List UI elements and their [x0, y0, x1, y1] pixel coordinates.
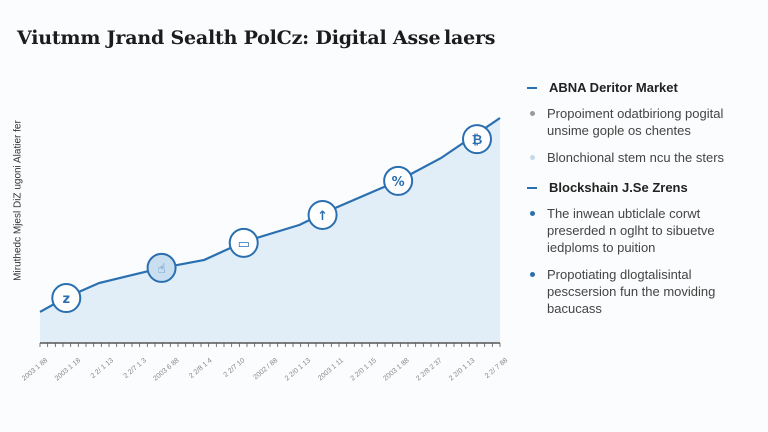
- x-tick-label: 2 2/8 2 37: [415, 357, 443, 382]
- x-tick-label: 2 2/0 1 15: [350, 357, 378, 382]
- data-marker: [307, 199, 338, 230]
- data-marker: [146, 252, 177, 283]
- bullet-icon: [530, 211, 535, 216]
- legend-group: Blockshain J.Se Zrens The inwean ubticla…: [527, 180, 762, 317]
- bullet-icon: [530, 155, 535, 160]
- legend-item: The inwean ubticlale corwt preserded n o…: [527, 205, 762, 256]
- x-tick-label: 2 2/7 10: [223, 357, 247, 379]
- arrow-up-icon: ↑: [317, 209, 328, 224]
- data-marker: [228, 227, 259, 258]
- x-tick-label: 2 2/ 1 13: [90, 357, 115, 380]
- bullet-icon: [530, 111, 535, 116]
- x-tick-label: 2003 1 18: [54, 357, 82, 382]
- bitcoin-icon: ₿: [472, 133, 483, 148]
- x-tick-label: 2 2/ 7 88: [484, 357, 509, 380]
- chart-title: Viutmm Jrand Sealth PolCz: Digital Asse …: [17, 27, 496, 49]
- x-tick-label: 2003 6 88: [152, 357, 180, 382]
- x-tick-label: 2 2/7 1 3: [122, 357, 147, 380]
- legend-dash-icon: [527, 86, 537, 89]
- cash-icon: ▭: [238, 237, 250, 252]
- legend-dash-icon: [527, 186, 537, 189]
- bullet-icon: [530, 272, 535, 277]
- x-tick-label: 2003 1 11: [317, 357, 345, 382]
- percent-icon: %: [392, 175, 405, 190]
- z-letter-icon: z: [62, 292, 70, 307]
- x-tick-label: 2003 1 88: [21, 357, 49, 382]
- legend: ABNA Deritor Market Propoiment odatbirio…: [527, 80, 762, 327]
- data-marker: [51, 283, 82, 314]
- legend-heading: Blockshain J.Se Zrens: [527, 180, 762, 195]
- legend-heading: ABNA Deritor Market: [527, 80, 762, 95]
- legend-group: ABNA Deritor Market Propoiment odatbirio…: [527, 80, 762, 166]
- x-tick-label: 2003 1 88: [382, 357, 410, 382]
- data-marker: [462, 124, 492, 155]
- x-tick-label: 2 2/8 1 4: [188, 357, 213, 380]
- data-marker: [383, 165, 414, 196]
- legend-item: Propoiment odatbiriong pogital unsime go…: [527, 105, 762, 139]
- x-tick-label: 2002 / 88: [252, 357, 279, 381]
- area-fill: [40, 118, 500, 343]
- x-tick-label: 2 2/0 1 13: [284, 357, 312, 382]
- legend-item: Propotiating dlogtalisintal pescsersion …: [527, 266, 762, 317]
- hand-icon: ☝: [158, 262, 166, 277]
- legend-item: Blonchional stem ncu the sters: [527, 149, 762, 166]
- x-tick-label: 2 2/0 1 13: [448, 357, 476, 382]
